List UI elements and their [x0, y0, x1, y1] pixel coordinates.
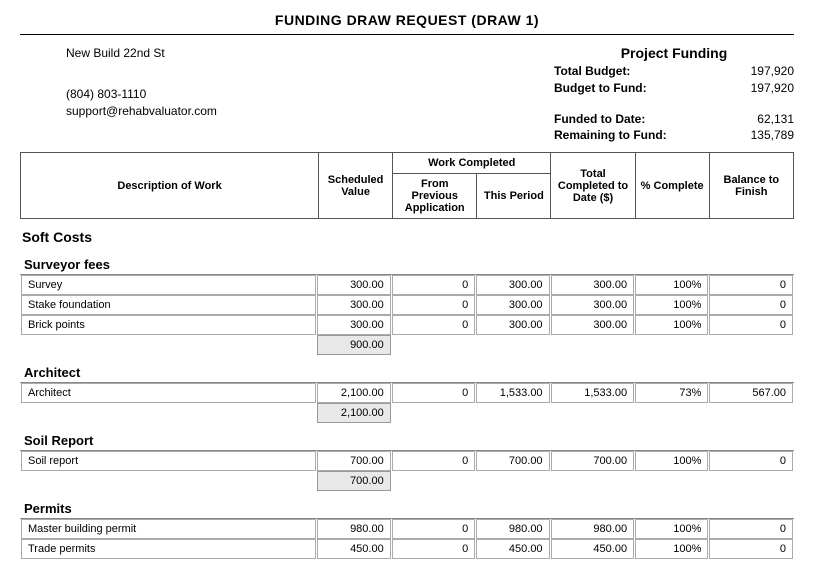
remaining-value: 135,789	[724, 127, 794, 144]
cell-total-completed: 300.00	[551, 275, 635, 295]
cell-from-previous: 0	[392, 315, 476, 335]
subtotal-row: 2,100.00	[21, 403, 793, 423]
group-title: Permits	[20, 495, 794, 519]
cell-description: Brick points	[21, 315, 316, 335]
cell-from-previous: 0	[392, 519, 476, 539]
data-table: Architect2,100.0001,533.001,533.0073%567…	[20, 383, 794, 423]
budget-to-fund-value: 197,920	[724, 80, 794, 97]
cell-balance: 0	[709, 315, 793, 335]
cell-description: Soil report	[21, 451, 316, 471]
subtotal-row: 700.00	[21, 471, 793, 491]
page-title: FUNDING DRAW REQUEST (DRAW 1)	[20, 12, 794, 32]
data-table: Master building permit980.000980.00980.0…	[20, 519, 794, 559]
table-row: Architect2,100.0001,533.001,533.0073%567…	[21, 383, 793, 403]
cell-pct-complete: 100%	[635, 315, 708, 335]
cell-this-period: 700.00	[476, 451, 549, 471]
cell-pct-complete: 73%	[635, 383, 708, 403]
table-row: Trade permits450.000450.00450.00100%0	[21, 539, 793, 559]
cell-total-completed: 300.00	[551, 295, 635, 315]
project-info: New Build 22nd St (804) 803-1110 support…	[66, 45, 217, 144]
cell-from-previous: 0	[392, 451, 476, 471]
remaining-label: Remaining to Fund:	[554, 127, 694, 144]
data-table: Soil report700.000700.00700.00100%0700.0…	[20, 451, 794, 491]
cell-this-period: 450.00	[476, 539, 549, 559]
column-header-table: Description of Work Scheduled Value Work…	[20, 152, 794, 219]
funded-to-date-value: 62,131	[724, 111, 794, 128]
cell-from-previous: 0	[392, 275, 476, 295]
cell-from-previous: 0	[392, 295, 476, 315]
project-email: support@rehabvaluator.com	[66, 103, 217, 120]
cell-description: Stake foundation	[21, 295, 316, 315]
table-row: Stake foundation300.000300.00300.00100%0	[21, 295, 793, 315]
group-title: Architect	[20, 359, 794, 383]
col-total-completed: Total Completed to Date ($)	[551, 153, 635, 219]
cell-scheduled-value: 450.00	[317, 539, 390, 559]
group-title: Surveyor fees	[20, 251, 794, 275]
cell-balance: 567.00	[709, 383, 793, 403]
col-work-completed: Work Completed	[393, 153, 551, 174]
cell-balance: 0	[709, 519, 793, 539]
col-description: Description of Work	[21, 153, 319, 219]
funding-heading: Project Funding	[554, 45, 794, 61]
col-from-previous: From Previous Application	[393, 174, 477, 219]
cell-description: Master building permit	[21, 519, 316, 539]
cell-balance: 0	[709, 539, 793, 559]
cell-pct-complete: 100%	[635, 295, 708, 315]
data-table: Survey300.000300.00300.00100%0Stake foun…	[20, 275, 794, 355]
cell-from-previous: 0	[392, 539, 476, 559]
subtotal-row: 900.00	[21, 335, 793, 355]
col-pct-complete: % Complete	[635, 153, 709, 219]
group-title: Soil Report	[20, 427, 794, 451]
cell-description: Architect	[21, 383, 316, 403]
header-block: New Build 22nd St (804) 803-1110 support…	[20, 45, 794, 152]
col-balance: Balance to Finish	[709, 153, 793, 219]
total-budget-value: 197,920	[724, 63, 794, 80]
cell-scheduled-value: 2,100.00	[317, 383, 390, 403]
cell-balance: 0	[709, 295, 793, 315]
cell-pct-complete: 100%	[635, 275, 708, 295]
cell-balance: 0	[709, 275, 793, 295]
cell-total-completed: 1,533.00	[551, 383, 635, 403]
cell-this-period: 980.00	[476, 519, 549, 539]
subtotal-value: 700.00	[317, 471, 390, 491]
cell-scheduled-value: 700.00	[317, 451, 390, 471]
cell-pct-complete: 100%	[635, 519, 708, 539]
table-row: Survey300.000300.00300.00100%0	[21, 275, 793, 295]
cell-balance: 0	[709, 451, 793, 471]
cell-description: Survey	[21, 275, 316, 295]
col-this-period: This Period	[477, 174, 551, 219]
funded-to-date-label: Funded to Date:	[554, 111, 694, 128]
cell-this-period: 300.00	[476, 315, 549, 335]
cell-scheduled-value: 300.00	[317, 315, 390, 335]
col-scheduled-value: Scheduled Value	[319, 153, 393, 219]
total-budget-label: Total Budget:	[554, 63, 694, 80]
cell-total-completed: 450.00	[551, 539, 635, 559]
table-row: Soil report700.000700.00700.00100%0	[21, 451, 793, 471]
subtotal-value: 900.00	[317, 335, 390, 355]
cell-description: Trade permits	[21, 539, 316, 559]
cell-this-period: 300.00	[476, 275, 549, 295]
cell-pct-complete: 100%	[635, 451, 708, 471]
cell-from-previous: 0	[392, 383, 476, 403]
project-phone: (804) 803-1110	[66, 86, 217, 103]
cell-scheduled-value: 300.00	[317, 275, 390, 295]
cell-this-period: 1,533.00	[476, 383, 549, 403]
cell-scheduled-value: 300.00	[317, 295, 390, 315]
section-title: Soft Costs	[20, 219, 794, 247]
title-divider	[20, 34, 794, 35]
table-row: Brick points300.000300.00300.00100%0	[21, 315, 793, 335]
cell-pct-complete: 100%	[635, 539, 708, 559]
cell-total-completed: 300.00	[551, 315, 635, 335]
cell-scheduled-value: 980.00	[317, 519, 390, 539]
subtotal-value: 2,100.00	[317, 403, 390, 423]
budget-to-fund-label: Budget to Fund:	[554, 80, 694, 97]
table-row: Master building permit980.000980.00980.0…	[21, 519, 793, 539]
cell-this-period: 300.00	[476, 295, 549, 315]
cell-total-completed: 700.00	[551, 451, 635, 471]
cell-total-completed: 980.00	[551, 519, 635, 539]
funding-summary: Project Funding Total Budget: 197,920 Bu…	[554, 45, 794, 144]
project-name: New Build 22nd St	[66, 45, 217, 62]
